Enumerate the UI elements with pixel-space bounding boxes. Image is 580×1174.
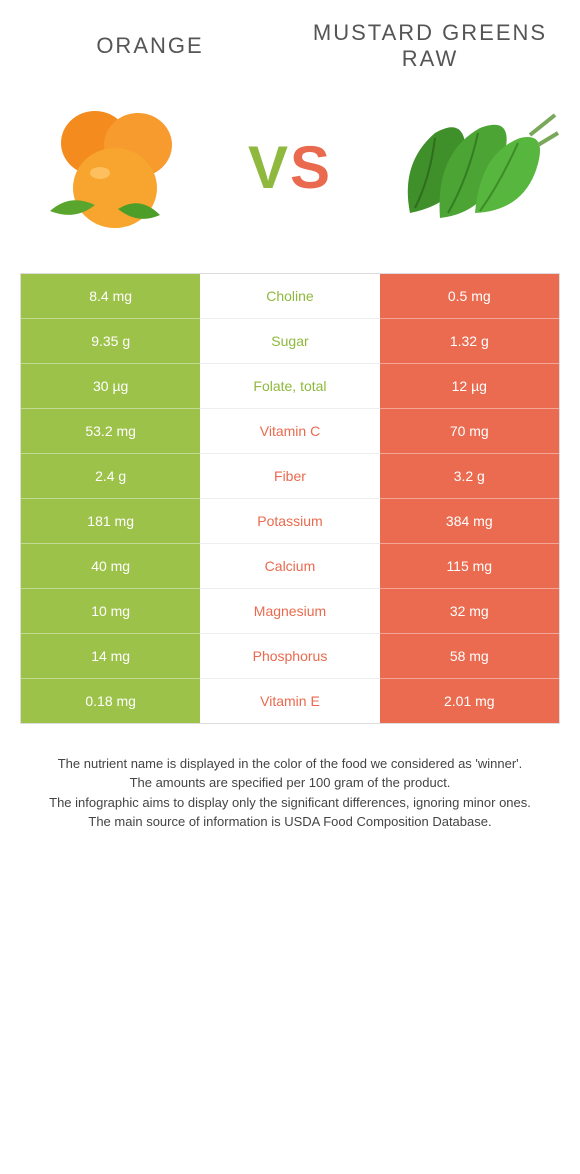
footnote-line: The amounts are specified per 100 gram o… bbox=[30, 773, 550, 793]
nutrient-name-cell: Potassium bbox=[200, 499, 379, 544]
left-value-cell: 10 mg bbox=[21, 589, 200, 634]
left-value-cell: 8.4 mg bbox=[21, 274, 200, 319]
right-value-cell: 1.32 g bbox=[380, 319, 559, 364]
table-row: 8.4 mgCholine0.5 mg bbox=[21, 274, 559, 319]
left-value-cell: 9.35 g bbox=[21, 319, 200, 364]
nutrient-name-cell: Choline bbox=[200, 274, 379, 319]
right-value-cell: 384 mg bbox=[380, 499, 559, 544]
table-row: 40 mgCalcium115 mg bbox=[21, 544, 559, 589]
header: ORANGE MUSTARD GREENS RAW bbox=[0, 0, 580, 83]
left-value-cell: 30 µg bbox=[21, 364, 200, 409]
table-row: 2.4 gFiber3.2 g bbox=[21, 454, 559, 499]
mustard-greens-icon bbox=[380, 93, 560, 243]
table-row: 14 mgPhosphorus58 mg bbox=[21, 634, 559, 679]
right-value-cell: 32 mg bbox=[380, 589, 559, 634]
footnotes: The nutrient name is displayed in the co… bbox=[30, 754, 550, 832]
left-value-cell: 0.18 mg bbox=[21, 679, 200, 723]
footnote-line: The nutrient name is displayed in the co… bbox=[30, 754, 550, 774]
left-value-cell: 40 mg bbox=[21, 544, 200, 589]
nutrient-name-cell: Fiber bbox=[200, 454, 379, 499]
left-value-cell: 14 mg bbox=[21, 634, 200, 679]
footnote-line: The infographic aims to display only the… bbox=[30, 793, 550, 813]
hero-row: VS bbox=[0, 83, 580, 273]
nutrient-name-cell: Phosphorus bbox=[200, 634, 379, 679]
nutrient-name-cell: Vitamin C bbox=[200, 409, 379, 454]
left-value-cell: 53.2 mg bbox=[21, 409, 200, 454]
right-value-cell: 58 mg bbox=[380, 634, 559, 679]
table-row: 0.18 mgVitamin E2.01 mg bbox=[21, 679, 559, 723]
table-row: 53.2 mgVitamin C70 mg bbox=[21, 409, 559, 454]
right-food-title: MUSTARD GREENS RAW bbox=[304, 20, 556, 73]
right-value-cell: 115 mg bbox=[380, 544, 559, 589]
vs-v: V bbox=[248, 134, 290, 201]
nutrient-name-cell: Magnesium bbox=[200, 589, 379, 634]
right-value-cell: 2.01 mg bbox=[380, 679, 559, 723]
vs-s: S bbox=[290, 134, 332, 201]
right-value-cell: 0.5 mg bbox=[380, 274, 559, 319]
right-value-cell: 12 µg bbox=[380, 364, 559, 409]
table-row: 9.35 gSugar1.32 g bbox=[21, 319, 559, 364]
right-value-cell: 70 mg bbox=[380, 409, 559, 454]
nutrient-name-cell: Calcium bbox=[200, 544, 379, 589]
left-value-cell: 181 mg bbox=[21, 499, 200, 544]
right-value-cell: 3.2 g bbox=[380, 454, 559, 499]
vs-label: VS bbox=[248, 133, 332, 202]
footnote-line: The main source of information is USDA F… bbox=[30, 812, 550, 832]
table-row: 181 mgPotassium384 mg bbox=[21, 499, 559, 544]
left-food-title: ORANGE bbox=[24, 33, 276, 59]
left-value-cell: 2.4 g bbox=[21, 454, 200, 499]
comparison-table: 8.4 mgCholine0.5 mg9.35 gSugar1.32 g30 µ… bbox=[20, 273, 560, 724]
nutrient-name-cell: Vitamin E bbox=[200, 679, 379, 723]
table-row: 10 mgMagnesium32 mg bbox=[21, 589, 559, 634]
table-row: 30 µgFolate, total12 µg bbox=[21, 364, 559, 409]
nutrient-name-cell: Sugar bbox=[200, 319, 379, 364]
nutrient-name-cell: Folate, total bbox=[200, 364, 379, 409]
orange-icon bbox=[20, 93, 200, 243]
